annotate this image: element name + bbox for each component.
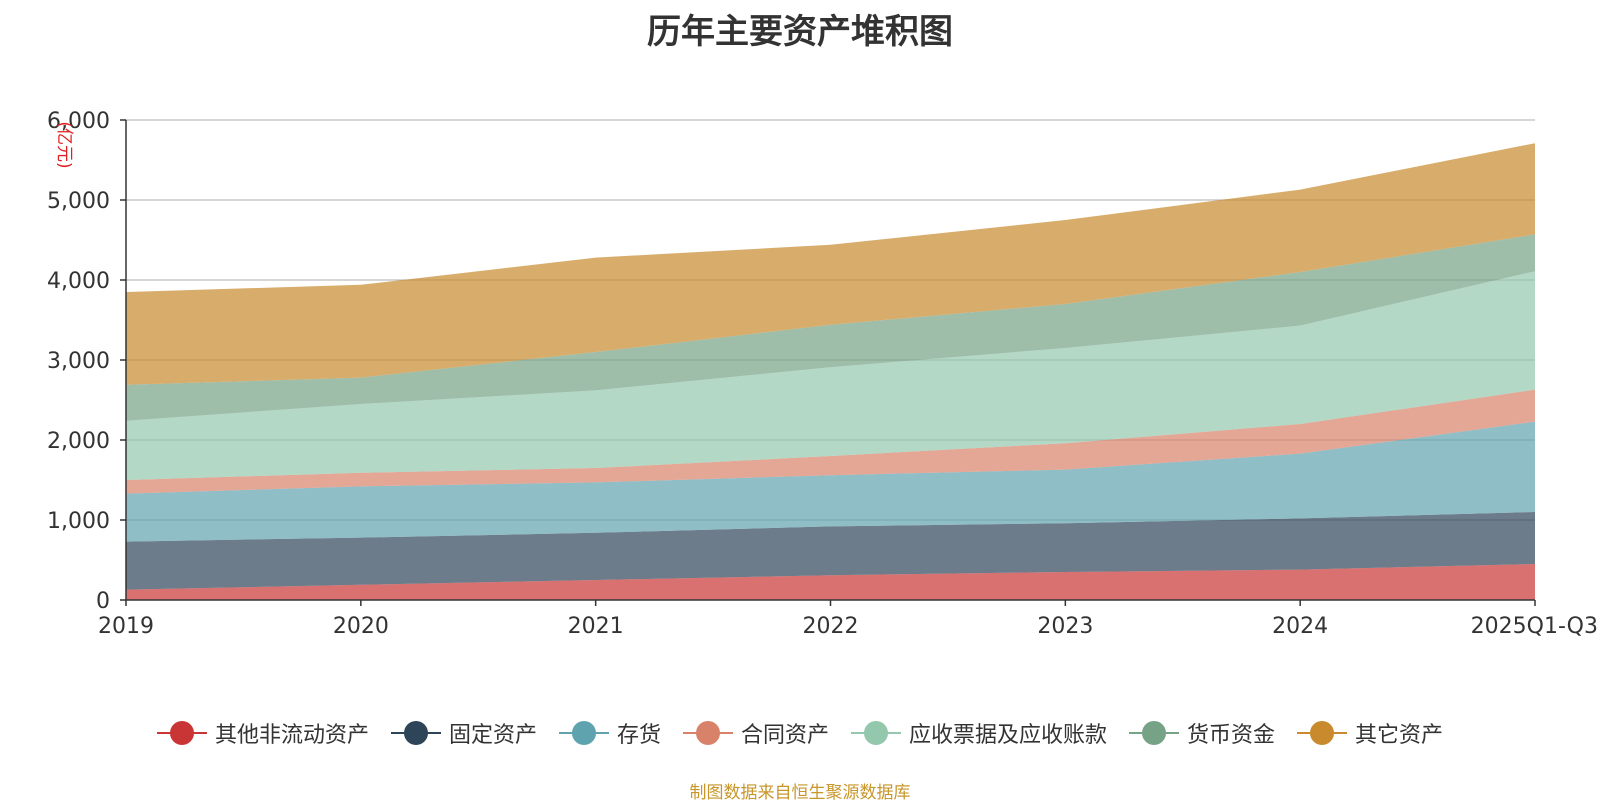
legend-item[interactable]: 固定资产 (390, 717, 537, 749)
x-tick-label: 2023 (1037, 614, 1093, 639)
y-tick-label: 2,000 (47, 429, 110, 454)
legend-label: 其它资产 (1355, 723, 1444, 748)
legend-label: 固定资产 (448, 723, 537, 748)
legend-item[interactable]: 其他非流动资产 (156, 717, 369, 749)
legend-label: 合同资产 (740, 723, 829, 748)
legend-item[interactable]: 存货 (558, 717, 661, 749)
legend-marker-icon (558, 720, 609, 746)
x-tick-label: 2022 (803, 614, 859, 639)
legend-item[interactable]: 其它资产 (1297, 717, 1443, 749)
legend-marker-icon (390, 720, 441, 746)
x-tick-label: 2024 (1272, 614, 1328, 639)
chart-title: 历年主要资产堆积图 (647, 12, 953, 52)
area-合同资产[interactable] (126, 389, 1535, 494)
area-固定资产[interactable] (126, 512, 1535, 590)
legend-marker-icon (1129, 720, 1180, 746)
legend-marker-icon (156, 720, 207, 746)
area-货币资金[interactable] (126, 234, 1535, 421)
legend-label: 货币资金 (1187, 723, 1276, 748)
x-tick-label: 2019 (98, 614, 154, 639)
y-tick-label: 3,000 (47, 349, 110, 374)
legend-marker-icon (682, 720, 733, 746)
x-tick-label: 2020 (333, 614, 389, 639)
area-其它资产[interactable] (126, 143, 1535, 385)
y-tick-label: 4,000 (47, 269, 110, 294)
data-source-note: 制图数据来自恒生聚源数据库 (689, 783, 911, 803)
x-tick-label: 2021 (568, 614, 624, 639)
legend-item[interactable]: 合同资产 (682, 717, 829, 749)
chart-legend: 其他非流动资产 固定资产 存货 合同资产 应收票据及应收账款 货币资金 其它资产 (0, 716, 1600, 750)
legend-item[interactable]: 货币资金 (1129, 717, 1275, 749)
y-tick-label: 0 (96, 589, 110, 614)
area-存货[interactable] (126, 421, 1535, 542)
area-应收票据及应收账款[interactable] (126, 271, 1535, 480)
y-axis-unit-label: (亿元) (54, 121, 74, 168)
legend-marker-icon (1297, 720, 1348, 746)
legend-label: 存货 (616, 723, 661, 748)
legend-label: 其他非流动资产 (214, 723, 369, 748)
legend-item[interactable]: 应收票据及应收账款 (851, 717, 1107, 749)
x-tick-label: 2025Q1-Q3 (1471, 614, 1598, 639)
y-tick-label: 1,000 (47, 509, 110, 534)
legend-label: 应收票据及应收账款 (909, 723, 1108, 748)
axes: 0 1,000 2,000 3,000 4,000 5,000 6,000 2019 2020 2… (47, 109, 1598, 639)
area-其他非流动资产[interactable] (126, 564, 1535, 600)
area-series (126, 143, 1535, 600)
y-tick-label: 5,000 (47, 189, 110, 214)
y-tick-label: 6,000 (47, 109, 110, 134)
legend-marker-icon (851, 720, 901, 746)
